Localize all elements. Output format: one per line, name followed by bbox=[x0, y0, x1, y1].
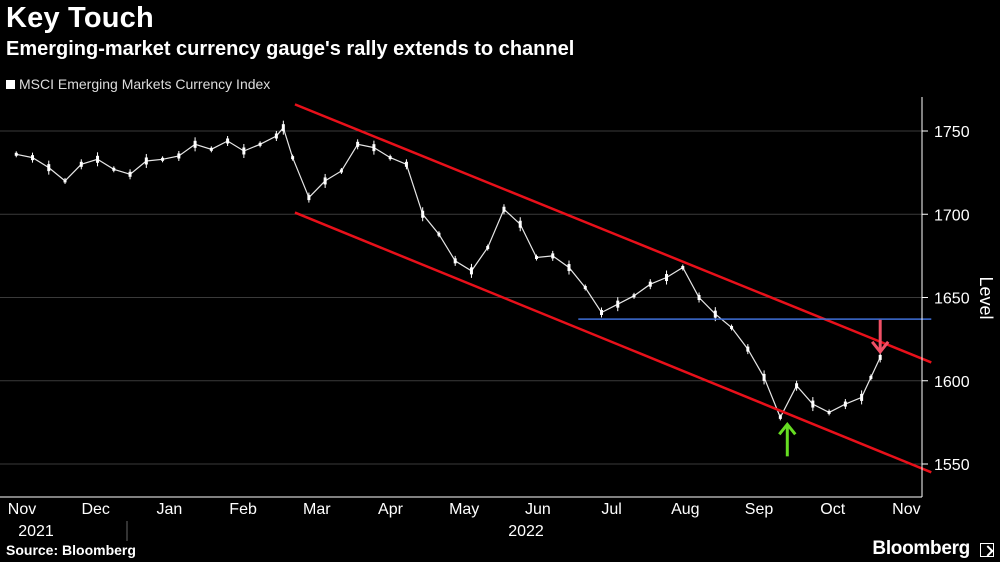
price-candle-4 bbox=[79, 161, 83, 167]
price-candle-15 bbox=[258, 142, 262, 146]
price-candle-11 bbox=[193, 140, 197, 148]
price-candle-25 bbox=[404, 161, 408, 167]
y-axis-title: Level bbox=[976, 276, 996, 319]
price-candle-43 bbox=[697, 295, 701, 300]
price-candle-21 bbox=[339, 169, 343, 173]
price-candle-27 bbox=[437, 232, 441, 236]
price-candle-23 bbox=[372, 144, 376, 152]
price-candle-17 bbox=[281, 124, 285, 132]
price-candle-51 bbox=[827, 410, 831, 414]
price-candle-42 bbox=[681, 266, 685, 270]
source-note: Source: Bloomberg bbox=[6, 542, 136, 558]
price-line bbox=[16, 126, 881, 419]
price-candle-7 bbox=[128, 171, 132, 177]
channel-lower-line bbox=[294, 211, 932, 474]
price-candle-44 bbox=[713, 310, 717, 318]
price-candle-10 bbox=[177, 153, 181, 159]
price-candle-30 bbox=[486, 246, 490, 250]
price-candle-2 bbox=[47, 164, 51, 172]
x-tick-label-11: Oct bbox=[820, 501, 845, 518]
price-candle-20 bbox=[323, 177, 327, 185]
price-candle-19 bbox=[307, 195, 311, 201]
x-tick-label-9: Aug bbox=[671, 501, 699, 518]
legend-swatch bbox=[6, 79, 15, 89]
x-tick-label-4: Mar bbox=[303, 501, 331, 518]
bloomberg-logo: Bloomberg bbox=[872, 538, 970, 559]
price-candle-13 bbox=[226, 138, 230, 144]
price-candle-45 bbox=[730, 325, 734, 329]
channel-upper-line bbox=[294, 103, 932, 364]
price-candle-6 bbox=[112, 167, 116, 171]
bloomberg-arrow-icon bbox=[980, 543, 994, 557]
chart-subtitle: Emerging-market currency gauge's rally e… bbox=[6, 38, 575, 60]
price-candle-28 bbox=[453, 258, 457, 264]
price-candle-53 bbox=[860, 393, 864, 401]
price-candle-29 bbox=[469, 267, 473, 275]
up-arrow-icon bbox=[778, 421, 797, 436]
price-candle-3 bbox=[63, 179, 67, 183]
price-candle-16 bbox=[274, 133, 278, 139]
price-candle-12 bbox=[209, 147, 213, 151]
x-tick-label-6: May bbox=[449, 501, 479, 518]
price-candle-32 bbox=[518, 220, 522, 228]
price-candle-50 bbox=[811, 400, 815, 408]
x-tick-label-1: Dec bbox=[81, 501, 109, 518]
price-candle-31 bbox=[502, 206, 506, 212]
x-year-label-2022: 2022 bbox=[508, 523, 544, 540]
price-candle-26 bbox=[421, 210, 425, 218]
price-candle-49 bbox=[795, 383, 799, 389]
y-tick-label-1600: 1600 bbox=[934, 374, 970, 391]
x-tick-label-12: Nov bbox=[892, 501, 920, 518]
price-candle-37 bbox=[600, 309, 604, 315]
price-candle-0 bbox=[14, 152, 18, 156]
price-candle-24 bbox=[388, 156, 392, 160]
y-tick-label-1650: 1650 bbox=[934, 291, 970, 308]
legend-label: MSCI Emerging Markets Currency Index bbox=[19, 76, 271, 92]
price-candle-36 bbox=[583, 286, 587, 290]
down-arrow-icon bbox=[871, 340, 890, 355]
price-candle-9 bbox=[161, 157, 165, 161]
x-tick-label-3: Feb bbox=[229, 501, 257, 518]
x-tick-label-7: Jun bbox=[525, 501, 551, 518]
y-tick-label-1750: 1750 bbox=[934, 124, 970, 141]
price-candle-55 bbox=[878, 354, 882, 360]
price-candle-14 bbox=[242, 147, 246, 155]
x-tick-label-5: Apr bbox=[378, 501, 404, 518]
y-tick-label-1550: 1550 bbox=[934, 457, 970, 474]
price-candle-47 bbox=[762, 373, 766, 381]
x-tick-label-8: Jul bbox=[601, 501, 621, 518]
chart-title: Key Touch bbox=[6, 2, 154, 34]
price-candle-54 bbox=[869, 375, 873, 379]
price-candle-35 bbox=[567, 264, 571, 272]
price-candle-5 bbox=[96, 155, 100, 163]
y-tick-label-1700: 1700 bbox=[934, 207, 970, 224]
price-candle-22 bbox=[356, 141, 360, 147]
price-candle-33 bbox=[534, 256, 538, 260]
price-candle-34 bbox=[551, 253, 555, 259]
price-candle-52 bbox=[843, 401, 847, 407]
price-candle-38 bbox=[616, 300, 620, 308]
x-tick-label-10: Sep bbox=[745, 501, 774, 518]
x-year-label-2021: 2021 bbox=[18, 523, 54, 540]
price-candle-8 bbox=[144, 157, 148, 165]
price-candle-48 bbox=[778, 415, 782, 419]
price-candle-39 bbox=[632, 294, 636, 298]
price-candle-18 bbox=[291, 156, 295, 160]
price-candle-1 bbox=[31, 155, 35, 161]
price-candle-46 bbox=[746, 346, 750, 352]
price-candle-40 bbox=[648, 281, 652, 287]
price-candle-41 bbox=[665, 274, 669, 282]
x-tick-label-2: Jan bbox=[157, 501, 183, 518]
legend: MSCI Emerging Markets Currency Index bbox=[6, 76, 270, 92]
x-tick-label-0: Nov bbox=[8, 501, 36, 518]
